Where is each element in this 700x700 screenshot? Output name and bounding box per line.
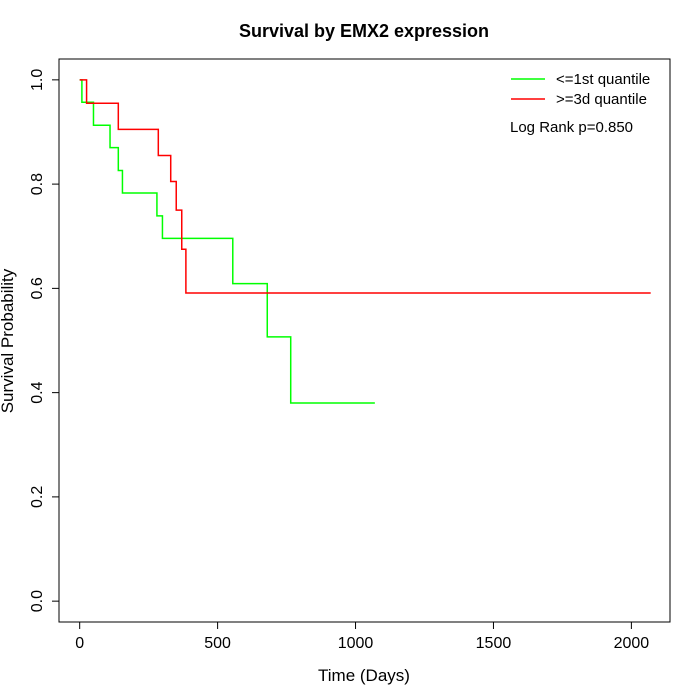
x-tick-label: 2000: [614, 635, 650, 652]
y-tick-label: 0.8: [29, 173, 46, 195]
x-tick-label: 500: [204, 635, 231, 652]
x-tick-label: 1500: [476, 635, 512, 652]
chart-title: Survival by EMX2 expression: [239, 21, 489, 41]
x-axis: 0 500 1000 1500 2000: [75, 621, 650, 652]
y-axis: 0.0 0.2 0.4 0.6 0.8 1.0: [29, 69, 60, 612]
x-tick-label: 0: [75, 635, 84, 652]
legend-label: <=1st quantile: [556, 71, 650, 88]
y-tick-label: 0.2: [29, 486, 46, 508]
y-axis-label: Survival Probability: [0, 268, 17, 413]
plot-frame: [58, 58, 671, 623]
log-rank-annotation: Log Rank p=0.850: [510, 119, 633, 136]
y-tick-label: 0.0: [29, 590, 46, 612]
y-tick-label: 0.4: [29, 381, 46, 403]
y-tick-label: 1.0: [29, 69, 46, 91]
y-tick-label: 0.6: [29, 277, 46, 299]
series-line-1: [79, 79, 375, 404]
x-axis-label: Time (Days): [318, 666, 410, 685]
series-layer: [79, 79, 651, 404]
series-line-2: [79, 79, 651, 294]
legend-label: >=3d quantile: [556, 91, 647, 108]
x-tick-label: 1000: [338, 635, 374, 652]
legend: <=1st quantile >=3d quantile: [511, 71, 650, 108]
